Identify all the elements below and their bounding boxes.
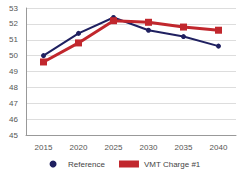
- svg-text:52: 52: [9, 19, 18, 28]
- svg-text:VMT Charge #1: VMT Charge #1: [144, 160, 201, 169]
- svg-text:47: 47: [9, 99, 18, 108]
- svg-text:50: 50: [9, 51, 18, 60]
- svg-text:46: 46: [9, 115, 18, 124]
- svg-text:2035: 2035: [175, 143, 193, 152]
- svg-text:2025: 2025: [105, 143, 123, 152]
- svg-text:2020: 2020: [70, 143, 88, 152]
- svg-text:2015: 2015: [35, 143, 53, 152]
- svg-text:2030: 2030: [140, 143, 158, 152]
- svg-text:53: 53: [9, 4, 18, 13]
- svg-text:2040: 2040: [210, 143, 228, 152]
- svg-text:49: 49: [9, 67, 18, 76]
- svg-text:48: 48: [9, 83, 18, 92]
- svg-text:45: 45: [9, 131, 18, 140]
- svg-text:Reference: Reference: [68, 160, 105, 169]
- svg-text:51: 51: [9, 35, 18, 44]
